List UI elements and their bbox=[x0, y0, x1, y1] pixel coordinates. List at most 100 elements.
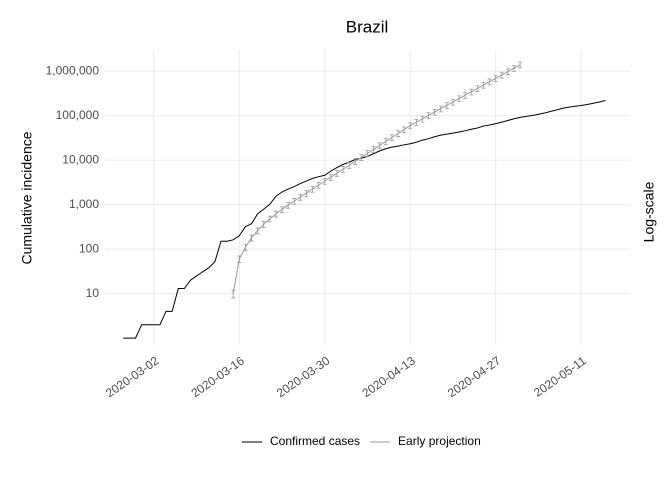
error-bar-stroke bbox=[414, 119, 419, 126]
error-bar-stroke bbox=[353, 158, 358, 165]
error-bar bbox=[310, 185, 315, 193]
error-bar-stroke bbox=[292, 198, 297, 205]
error-bar-stroke bbox=[322, 178, 327, 185]
error-bar-stroke bbox=[261, 221, 266, 229]
error-bar bbox=[518, 61, 523, 69]
error-bar-stroke bbox=[493, 75, 498, 82]
error-bar-stroke bbox=[377, 142, 382, 149]
error-bar bbox=[402, 126, 407, 134]
error-bar-stroke bbox=[249, 234, 254, 242]
error-bar-stroke bbox=[487, 78, 492, 86]
error-bar bbox=[255, 227, 260, 235]
error-bar bbox=[359, 154, 364, 161]
error-bar bbox=[371, 146, 376, 153]
error-bar-stroke bbox=[298, 193, 303, 201]
error-bar-stroke bbox=[383, 138, 388, 145]
error-bar bbox=[414, 119, 419, 126]
error-bar bbox=[243, 243, 248, 252]
error-bar-stroke bbox=[512, 65, 517, 72]
error-bar bbox=[444, 102, 449, 109]
error-bar bbox=[292, 198, 297, 205]
legend-label: Confirmed cases bbox=[270, 434, 360, 448]
error-bar bbox=[383, 138, 388, 145]
error-bar bbox=[377, 142, 382, 149]
error-bar-stroke bbox=[255, 227, 260, 235]
error-bar-stroke bbox=[396, 130, 401, 138]
scale-label: Log-scale bbox=[641, 181, 657, 242]
error-bar-stroke bbox=[328, 174, 333, 181]
error-bar bbox=[499, 71, 504, 79]
error-bar-stroke bbox=[365, 150, 370, 157]
error-bar bbox=[334, 170, 339, 177]
error-bar-stroke bbox=[286, 201, 291, 209]
error-bar bbox=[438, 105, 443, 113]
error-bar-stroke bbox=[463, 92, 468, 99]
error-bar-stroke bbox=[280, 206, 285, 214]
error-bar bbox=[487, 78, 492, 86]
x-tick-label: 2020-03-02 bbox=[103, 353, 162, 400]
error-bar bbox=[420, 115, 425, 123]
error-bar-stroke bbox=[505, 68, 510, 76]
error-bar-stroke bbox=[481, 81, 486, 89]
error-bar-stroke bbox=[316, 182, 321, 189]
error-bar-stroke bbox=[231, 289, 236, 299]
error-bar bbox=[493, 75, 498, 82]
x-tick-label: 2020-03-30 bbox=[274, 353, 333, 400]
error-bar-stroke bbox=[237, 255, 242, 263]
error-bar-stroke bbox=[310, 185, 315, 193]
error-bar bbox=[298, 193, 303, 201]
error-bar-stroke bbox=[267, 215, 272, 223]
x-tick-label: 2020-04-13 bbox=[359, 353, 418, 400]
error-bar bbox=[426, 112, 431, 119]
y-tick-label: 1,000,000 bbox=[46, 63, 100, 77]
error-bar bbox=[237, 255, 242, 263]
error-bar-stroke bbox=[518, 61, 523, 69]
error-bar bbox=[341, 166, 346, 173]
error-bar-stroke bbox=[389, 134, 394, 142]
error-bar bbox=[249, 234, 254, 242]
error-bar bbox=[267, 215, 272, 223]
error-bar bbox=[450, 98, 455, 106]
error-bar-stroke bbox=[499, 71, 504, 79]
error-bar bbox=[457, 95, 462, 103]
error-bar-stroke bbox=[475, 85, 480, 92]
error-bar-stroke bbox=[420, 115, 425, 123]
x-tick-label: 2020-03-16 bbox=[189, 353, 248, 400]
error-bar bbox=[353, 158, 358, 165]
error-bar-stroke bbox=[243, 243, 248, 252]
chart-title: Brazil bbox=[346, 17, 389, 36]
error-bar bbox=[347, 162, 352, 169]
error-bar-stroke bbox=[359, 154, 364, 161]
y-tick-label: 10 bbox=[86, 286, 100, 300]
error-bar-stroke bbox=[341, 166, 346, 173]
error-bar bbox=[304, 189, 309, 197]
error-bar-stroke bbox=[334, 170, 339, 177]
error-bar-stroke bbox=[347, 162, 352, 169]
error-bar bbox=[286, 201, 291, 209]
error-bar bbox=[322, 178, 327, 185]
error-bar-stroke bbox=[469, 88, 474, 96]
error-bar bbox=[261, 221, 266, 229]
error-bar-stroke bbox=[438, 105, 443, 113]
error-bar bbox=[389, 134, 394, 142]
error-bar-stroke bbox=[408, 122, 413, 130]
error-bar bbox=[365, 150, 370, 157]
error-bar bbox=[273, 210, 278, 218]
error-bar bbox=[505, 68, 510, 76]
error-bar-stroke bbox=[371, 146, 376, 153]
y-tick-label: 1,000 bbox=[69, 197, 99, 211]
error-bar bbox=[512, 65, 517, 72]
error-bar bbox=[396, 130, 401, 138]
error-bar-stroke bbox=[304, 189, 309, 197]
series-line bbox=[123, 99, 606, 339]
legend-label: Early projection bbox=[398, 434, 481, 448]
series-line bbox=[232, 64, 521, 294]
x-tick-label: 2020-04-27 bbox=[445, 353, 504, 400]
error-bar-stroke bbox=[402, 126, 407, 134]
error-bar-stroke bbox=[426, 112, 431, 119]
error-bar bbox=[231, 289, 236, 299]
error-bar-stroke bbox=[457, 95, 462, 103]
error-bar bbox=[469, 88, 474, 96]
y-tick-label: 100 bbox=[79, 241, 99, 255]
